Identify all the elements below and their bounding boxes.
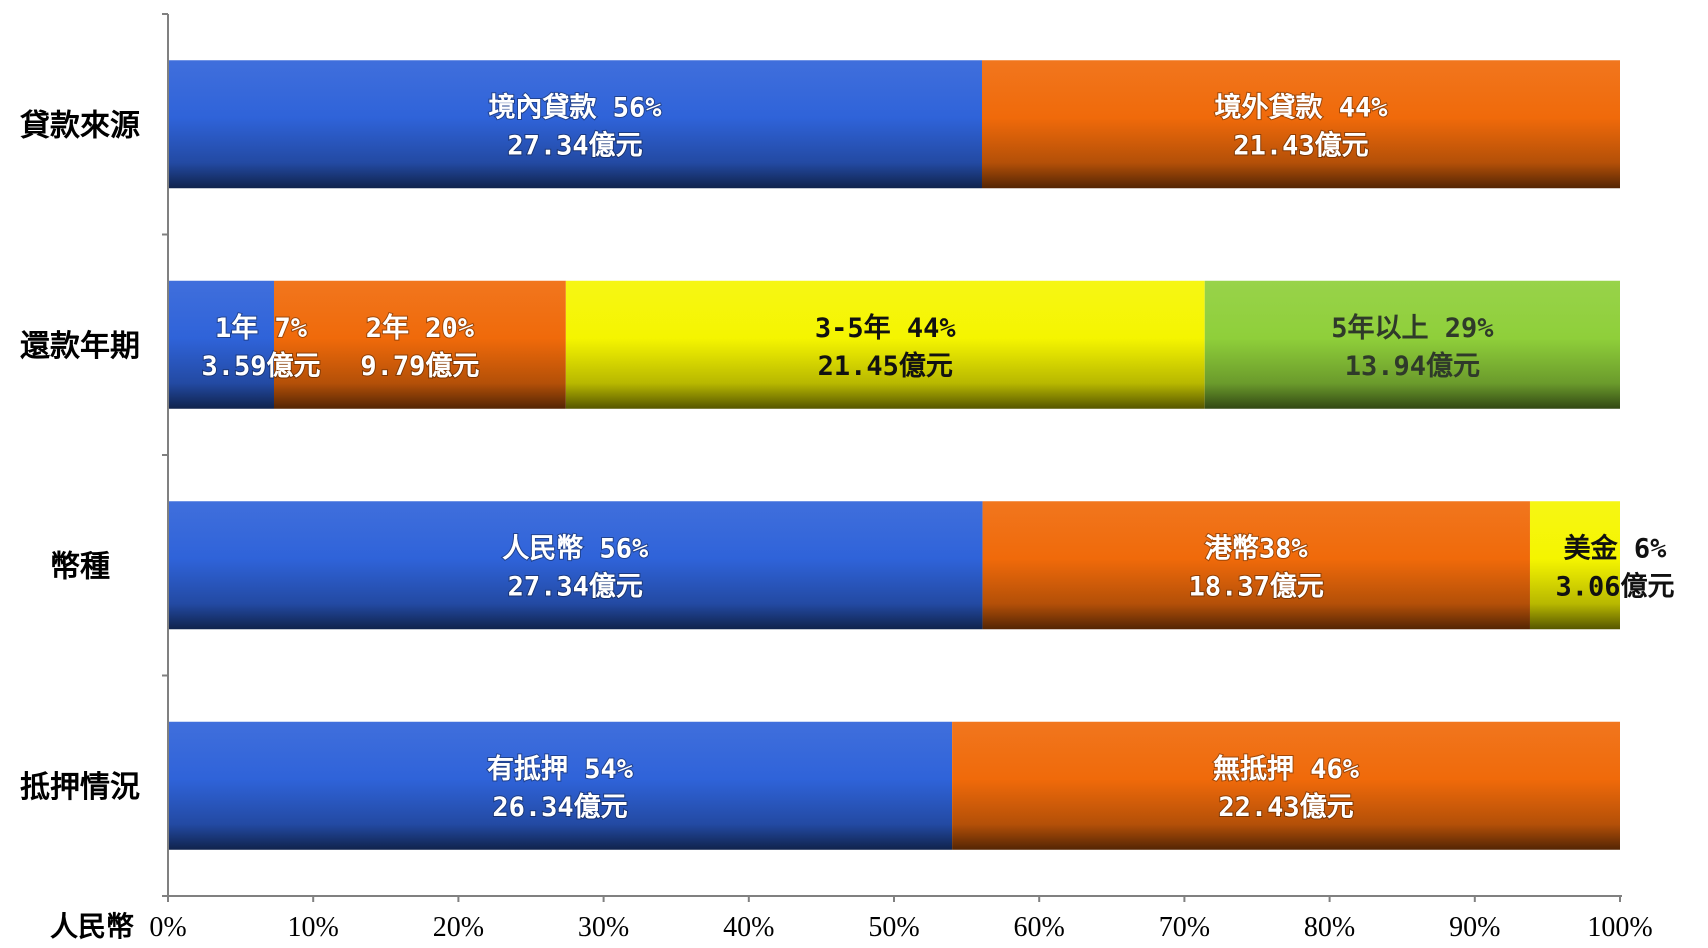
segment-label-line2: 3.06億元 — [1555, 571, 1674, 602]
segment-label-line2: 13.94億元 — [1345, 351, 1480, 382]
segment-label-line1: 有抵押 54% — [487, 754, 634, 785]
segment-label-line1: 境內貸款 56% — [488, 91, 662, 123]
x-tick-label: 0% — [149, 912, 186, 943]
segment-label-line1: 港幣38% — [1205, 533, 1309, 564]
bar-segment — [1529, 501, 1620, 630]
bar-segment — [273, 280, 566, 409]
segment-label-line1: 境外貸款 44% — [1214, 91, 1388, 123]
segment-label-line2: 3.59億元 — [201, 351, 320, 382]
segment-label-line2: 26.34億元 — [492, 792, 627, 823]
bar-segment — [168, 60, 982, 189]
bars-layer — [168, 60, 1620, 850]
segment-label-line2: 21.45億元 — [818, 351, 953, 382]
x-tick-label: 10% — [288, 912, 339, 943]
x-unit-label: 人民幣 — [50, 910, 134, 943]
segment-label-line1: 2年 20% — [366, 312, 475, 344]
segment-label-line1: 5年以上 29% — [1331, 312, 1494, 344]
segment-label-line1: 1年 7% — [215, 312, 308, 344]
axes-layer: 0% 10% 20% 30% 40% 50% 60% 70% 80% 90% 100% 人民幣 — [50, 13, 1653, 943]
x-tick-label: 40% — [723, 912, 774, 943]
category-label: 貸款來源 — [20, 108, 140, 143]
bar-segment — [1204, 280, 1620, 409]
x-tick-label: 60% — [1014, 912, 1065, 943]
segment-label-line1: 人民幣 56% — [502, 533, 649, 564]
x-tick-label: 80% — [1304, 912, 1355, 943]
category-label: 還款年期 — [20, 329, 140, 364]
x-tick-label: 20% — [433, 912, 484, 943]
bar-segment — [168, 721, 953, 850]
bar-segment — [168, 501, 983, 630]
bar-segment — [952, 721, 1620, 850]
x-tick-label: 100% — [1587, 912, 1652, 943]
bar-segment — [982, 501, 1530, 630]
x-tick-label: 90% — [1449, 912, 1500, 943]
bar-segment — [981, 60, 1620, 189]
category-label: 幣種 — [50, 549, 110, 584]
segment-label-line2: 22.43億元 — [1218, 792, 1353, 823]
bar-segment — [168, 280, 274, 409]
x-tick-label: 70% — [1159, 912, 1210, 943]
category-label: 抵押情況 — [20, 770, 140, 805]
segment-label-line2: 27.34億元 — [507, 130, 642, 161]
segment-label-line2: 21.43億元 — [1233, 130, 1368, 161]
segment-label-line1: 無抵押 46% — [1213, 754, 1360, 785]
segment-label-line2: 18.37億元 — [1189, 571, 1324, 602]
segment-label-line2: 27.34億元 — [508, 571, 643, 602]
segment-label-line2: 9.79億元 — [360, 351, 479, 382]
segment-label-line1: 美金 6% — [1564, 532, 1668, 564]
bar-segment — [565, 280, 1205, 409]
segment-label-line1: 3-5年 44% — [815, 312, 957, 344]
x-tick-label: 50% — [868, 912, 919, 943]
x-tick-label: 30% — [578, 912, 629, 943]
